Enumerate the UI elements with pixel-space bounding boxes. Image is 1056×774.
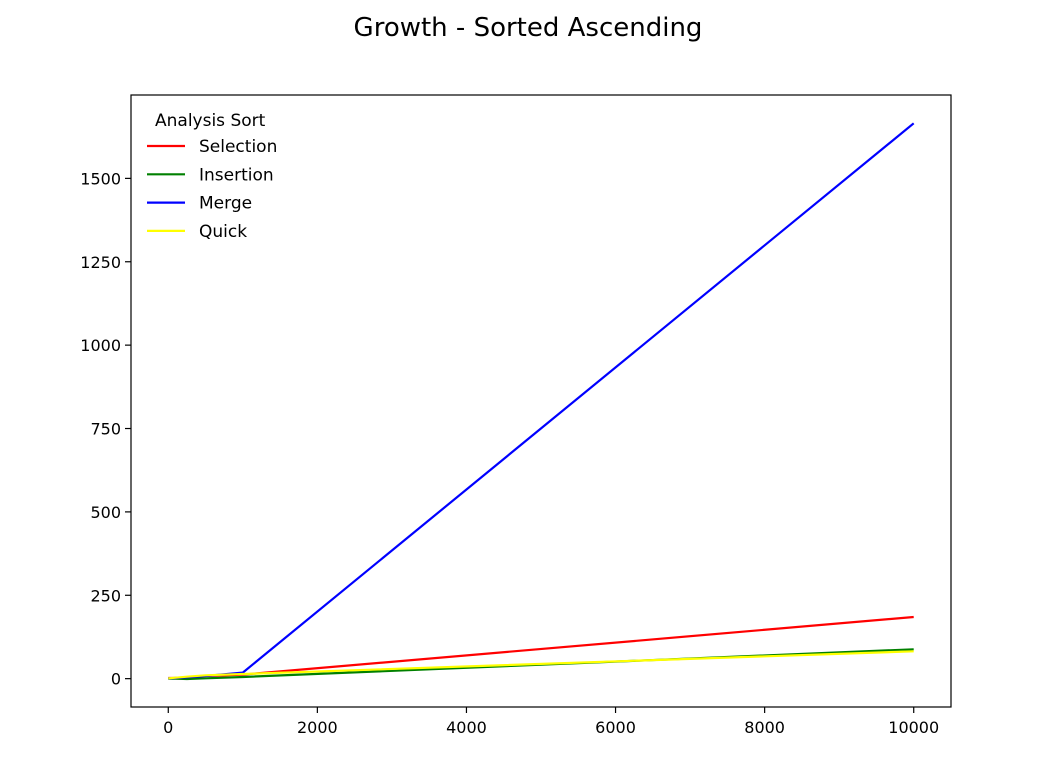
legend-label-merge: Merge: [199, 194, 252, 214]
x-tick-label: 0: [163, 718, 173, 737]
legend: Analysis Sort Selection Insertion Merge Qui…: [147, 111, 277, 242]
series-layer: [168, 122, 915, 681]
x-tick-label: 8000: [744, 718, 785, 737]
y-tick-label: 750: [90, 420, 121, 439]
legend-label-quick: Quick: [199, 222, 247, 242]
x-tick-label: 4000: [446, 718, 487, 737]
legend-label-selection: Selection: [199, 137, 277, 157]
y-tick-label: 0: [111, 670, 121, 689]
chart-title: Growth - Sorted Ascending: [354, 13, 703, 43]
y-tick-label: 1250: [80, 253, 121, 272]
plot-area: [130, 94, 952, 708]
y-tick-label: 500: [90, 503, 121, 522]
y-tick-label: 1500: [80, 169, 121, 188]
y-tick-label: 250: [90, 586, 121, 605]
x-tick-label: 10000: [888, 718, 939, 737]
legend-title: Analysis Sort: [155, 111, 266, 131]
x-tick-label: 6000: [595, 718, 636, 737]
series-line-quick: [168, 650, 914, 680]
x-tick-label: 2000: [297, 718, 338, 737]
legend-label-insertion: Insertion: [199, 165, 274, 185]
y-tick-label: 1000: [80, 336, 121, 355]
x-axis: 0 2000 4000 6000 8000 10000: [163, 707, 939, 737]
y-axis: 0 250 500 750 1000 1250 1500: [80, 169, 131, 689]
